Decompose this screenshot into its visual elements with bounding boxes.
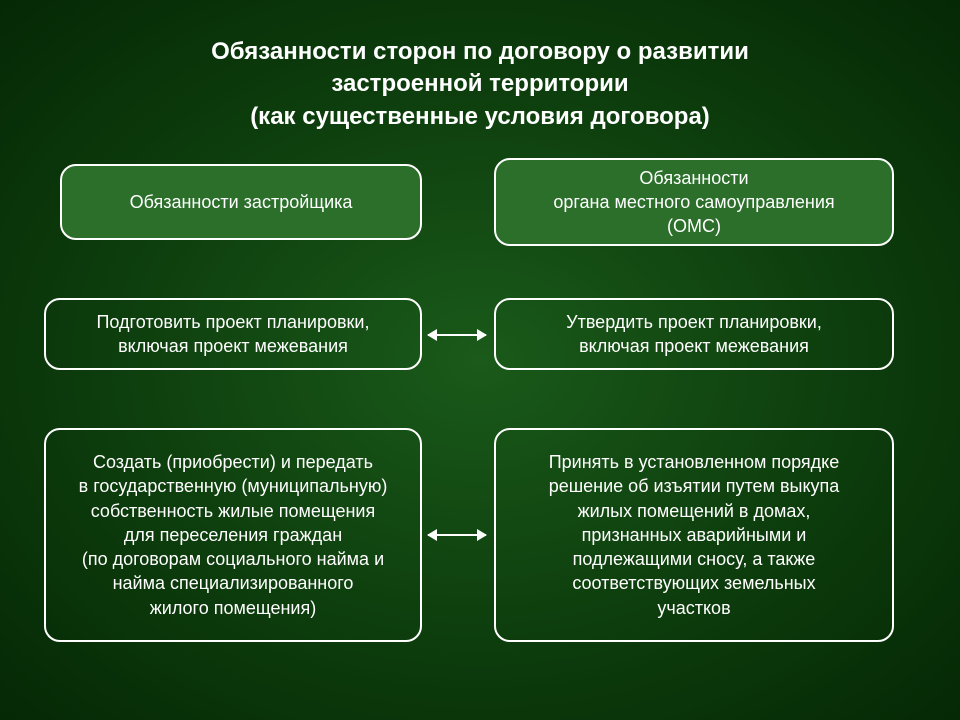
row2-left-box: Создать (приобрести) и передатьв государ…: [44, 428, 422, 642]
row1-right-text: Утвердить проект планировки,включая прое…: [566, 310, 822, 359]
row1-left-box: Подготовить проект планировки,включая пр…: [44, 298, 422, 370]
arrow-row1: [428, 334, 486, 336]
header-box-developer: Обязанности застройщика: [60, 164, 422, 240]
row2-right-text: Принять в установленном порядкерешение о…: [549, 450, 840, 620]
title-line-1: Обязанности сторон по договору о развити…: [211, 38, 749, 65]
row1-left-text: Подготовить проект планировки,включая пр…: [96, 310, 369, 359]
title-line-2: застроенной территории: [331, 70, 628, 97]
header-box-oms: Обязанностиоргана местного самоуправлени…: [494, 158, 894, 246]
header-box-developer-text: Обязанности застройщика: [130, 190, 353, 214]
arrow-row2: [428, 534, 486, 536]
header-box-oms-text: Обязанностиоргана местного самоуправлени…: [553, 166, 834, 239]
row2-right-box: Принять в установленном порядкерешение о…: [494, 428, 894, 642]
row2-left-text: Создать (приобрести) и передатьв государ…: [79, 450, 388, 620]
slide-title: Обязанности сторон по договору о развити…: [0, 36, 960, 133]
row1-right-box: Утвердить проект планировки,включая прое…: [494, 298, 894, 370]
title-line-3: (как существенные условия договора): [250, 103, 710, 130]
